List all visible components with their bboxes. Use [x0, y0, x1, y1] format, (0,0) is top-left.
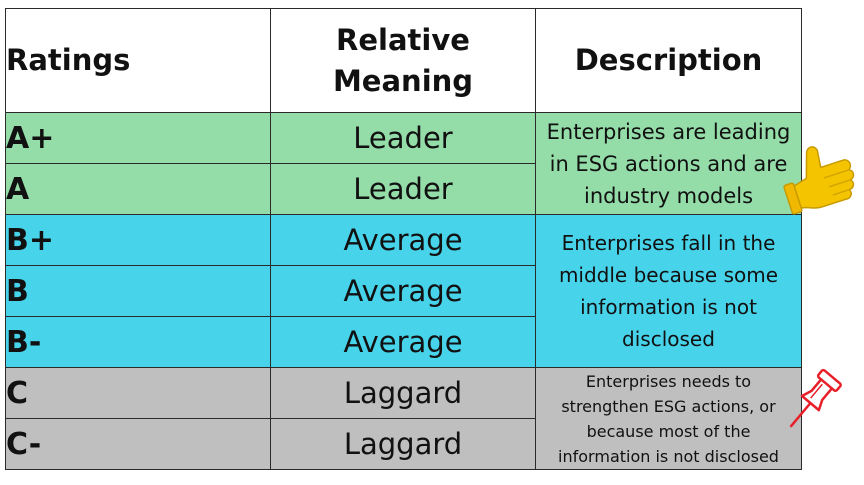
thumbs-up-icon [783, 146, 855, 215]
header-description: Description [535, 8, 802, 113]
push-pin-icon [789, 368, 842, 428]
description-line: Enterprises are leading [546, 119, 791, 144]
rating-cell: C [5, 367, 271, 419]
description-cell-average: Enterprises fall in the middle because s… [535, 214, 802, 368]
description-line: strengthen ESG actions, or [561, 396, 776, 416]
description-line: information is not [580, 295, 757, 319]
description-line: because most of the [586, 421, 751, 441]
rating-cell: B [5, 265, 271, 317]
description-line: Enterprises fall in the [561, 231, 776, 255]
rating-cell: C- [5, 418, 271, 470]
table-row: C Laggard Enterprises needs to strengthe… [5, 367, 802, 470]
header-row: Ratings Relative Meaning Description [5, 8, 802, 113]
description-line: in ESG actions and are [549, 151, 788, 176]
description-line: Enterprises needs to [585, 371, 752, 391]
description-line: middle because some [558, 263, 779, 287]
header-meaning-line1: Relative [336, 22, 470, 57]
description-line: industry models [583, 183, 754, 208]
table-row: C- Laggard [5, 418, 802, 470]
description-cell-laggard: Enterprises needs to strengthen ESG acti… [535, 367, 802, 470]
meaning-cell: Leader [270, 112, 536, 164]
meaning-cell: Average [270, 214, 536, 266]
header-ratings-label: Ratings [6, 43, 131, 77]
rating-cell: A+ [5, 112, 271, 164]
table-row: A+ Leader Enterprises are leading in ESG… [5, 112, 802, 215]
description-cell-leader: Enterprises are leading in ESG actions a… [535, 112, 802, 215]
header-relative-meaning: Relative Meaning [270, 8, 536, 113]
rating-cell: B+ [5, 214, 271, 266]
description-line: disclosed [622, 327, 715, 351]
rating-cell: A [5, 163, 271, 215]
header-description-label: Description [574, 43, 763, 77]
meaning-cell: Average [270, 316, 536, 368]
ratings-table: Ratings Relative Meaning Description A+ … [5, 8, 802, 470]
table-row: B Average [5, 265, 802, 317]
description-line: information is not disclosed [558, 446, 779, 466]
header-meaning-line2: Meaning [332, 63, 474, 98]
meaning-cell: Leader [270, 163, 536, 215]
header-ratings: Ratings [5, 8, 271, 113]
table-row: B+ Average Enterprises fall in the middl… [5, 214, 802, 368]
meaning-cell: Laggard [270, 367, 536, 419]
meaning-cell: Average [270, 265, 536, 317]
rating-cell: B- [5, 316, 271, 368]
meaning-cell: Laggard [270, 418, 536, 470]
